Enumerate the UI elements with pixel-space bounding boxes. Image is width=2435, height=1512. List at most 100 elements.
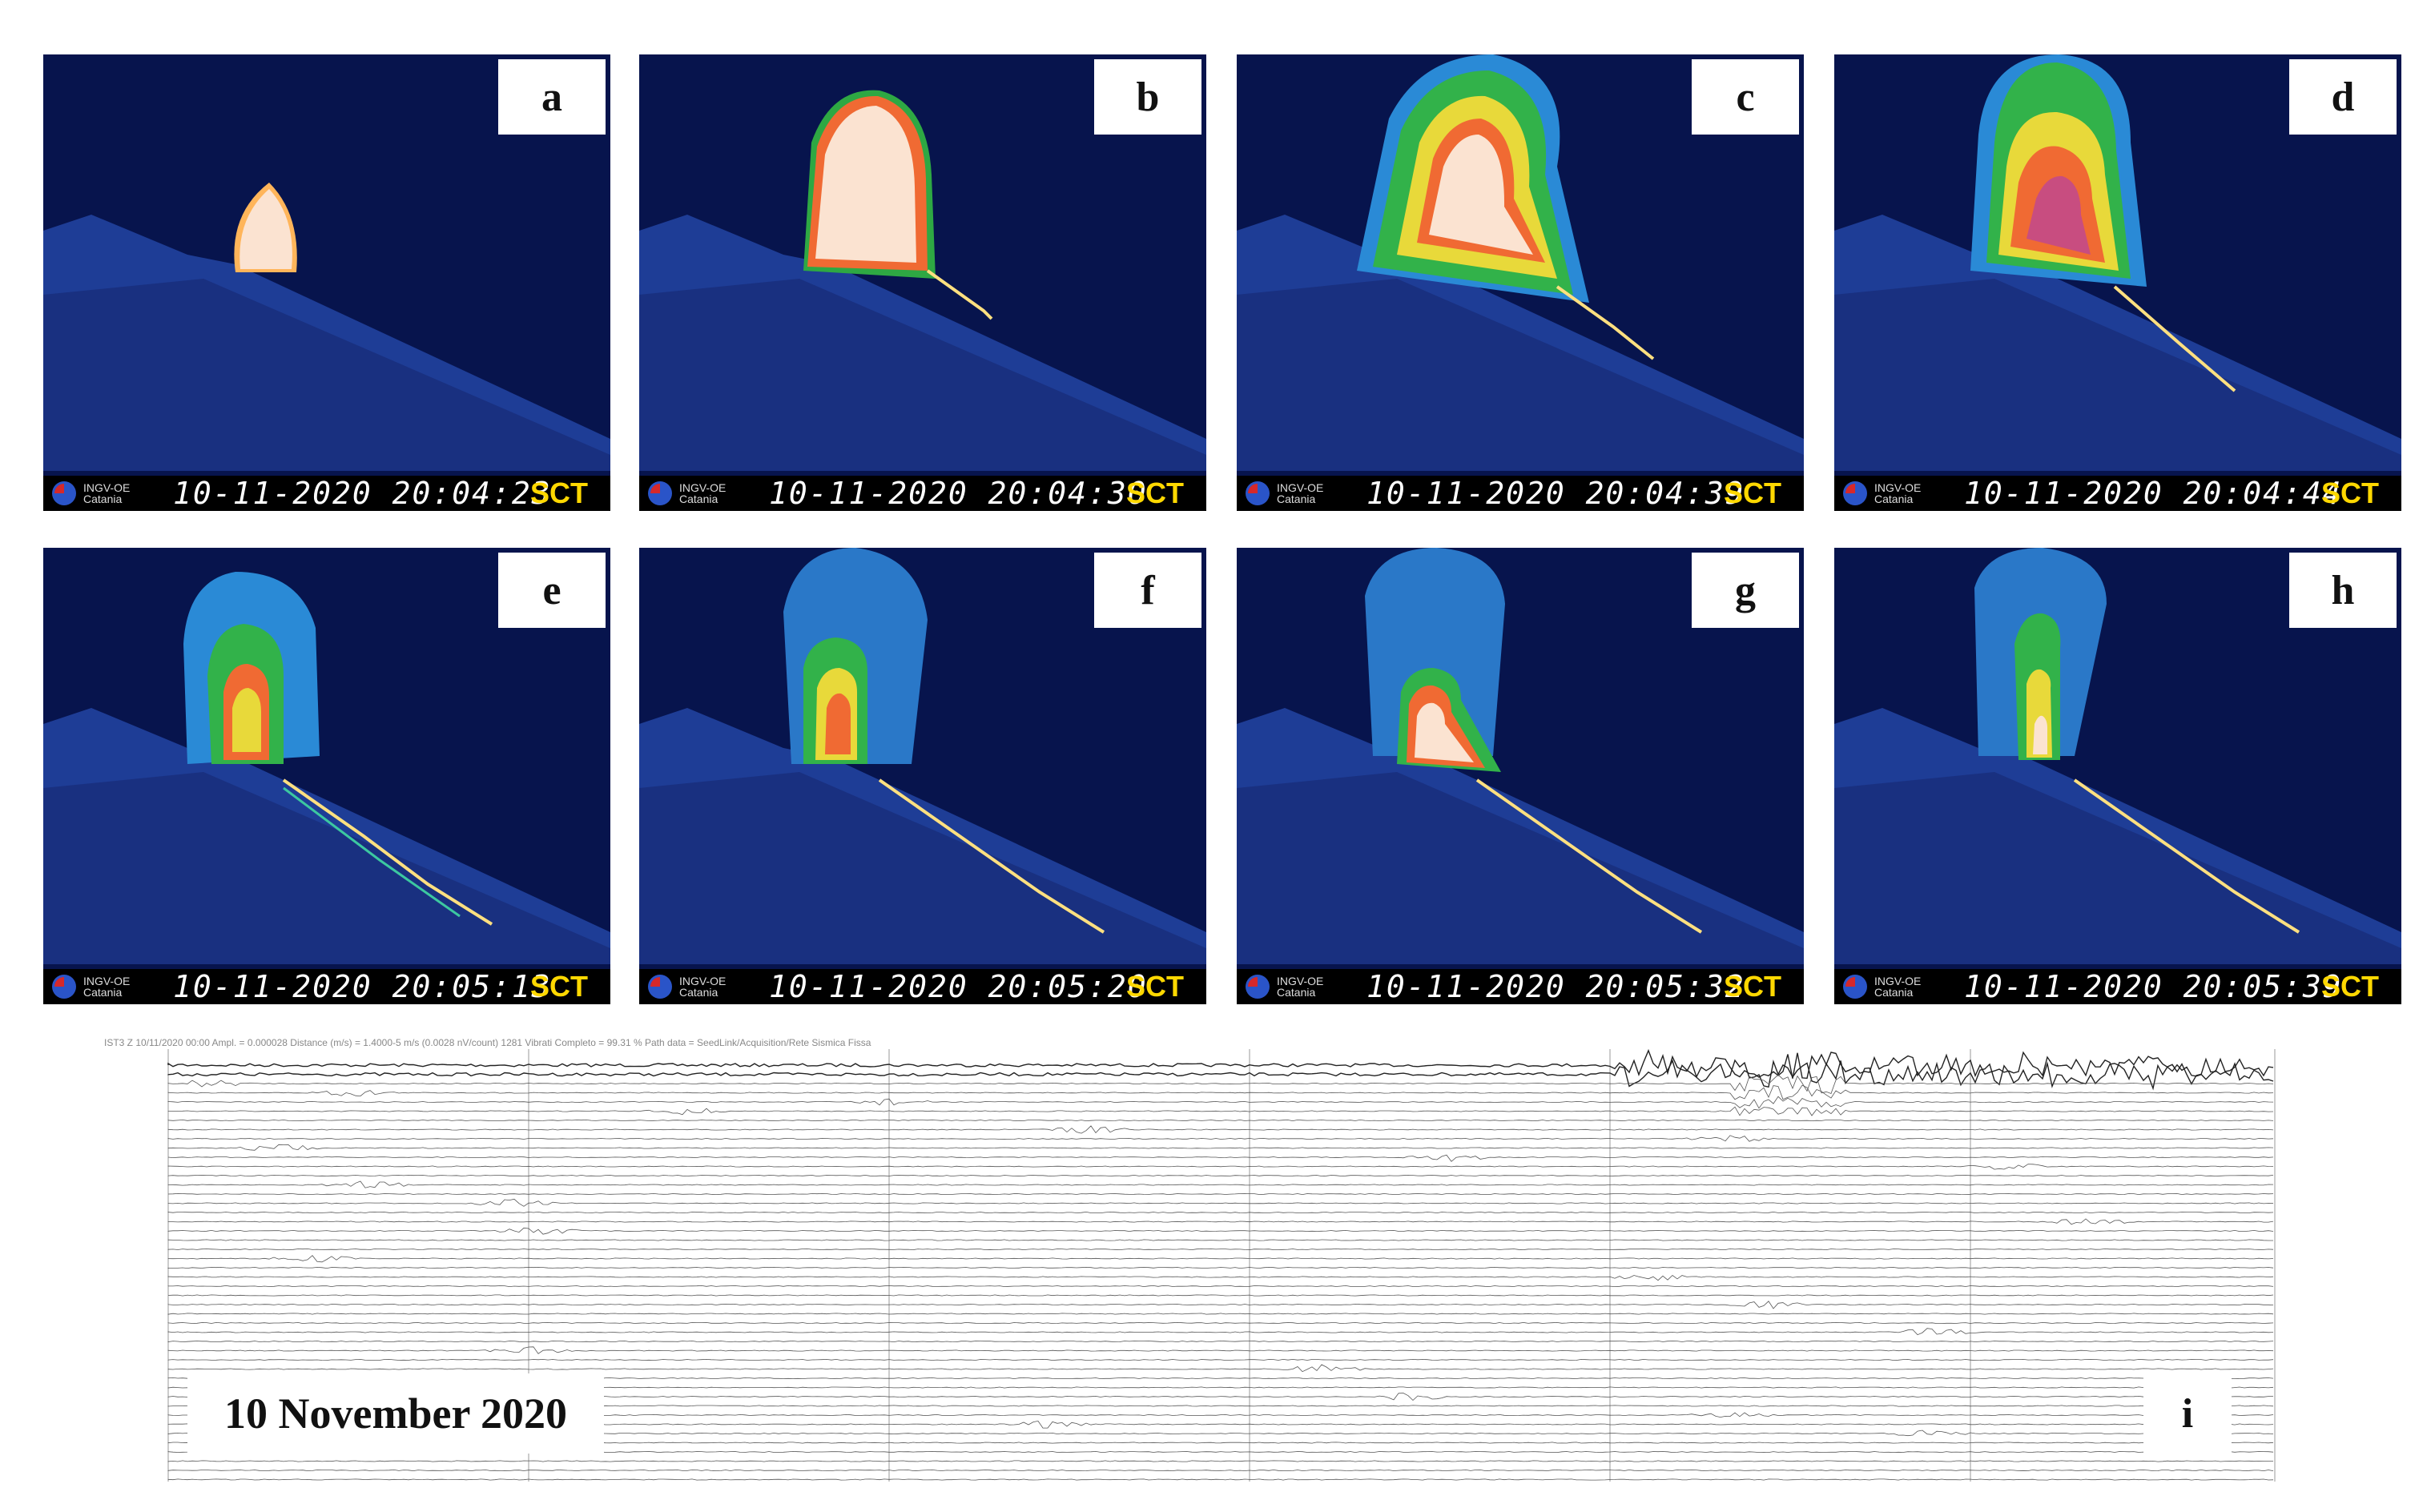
- seismogram-date-label: 10 November 2020: [187, 1373, 604, 1454]
- thermal-frame-c: c INGV-OE Catania 10-11-2020 20:04:39 SCT: [1237, 54, 1804, 511]
- panel-label: a: [498, 59, 606, 135]
- org-name: INGV-OE: [1874, 481, 1922, 494]
- seismic-trace: [167, 1313, 2274, 1315]
- thermal-scene: [1834, 54, 2401, 471]
- seismic-trace: [167, 1096, 2274, 1109]
- seismic-trace: [167, 1192, 2274, 1196]
- thermal-frame-h: h INGV-OE Catania 10-11-2020 20:05:39 SCT: [1834, 548, 2401, 1004]
- camera-code: SCT: [2321, 970, 2379, 1003]
- thermal-scene: [1237, 548, 1804, 964]
- timestamp-bar: INGV-OE Catania 10-11-2020 20:05:20 SCT: [639, 969, 1206, 1004]
- thermal-frame-f: f INGV-OE Catania 10-11-2020 20:05:20 SCT: [639, 548, 1206, 1004]
- timestamp-bar: INGV-OE Catania 10-11-2020 20:04:39 SCT: [1237, 476, 1804, 511]
- panel-label: d: [2289, 59, 2397, 135]
- thermal-scene: [1834, 548, 2401, 964]
- org-city: Catania: [679, 493, 718, 505]
- seismic-trace: [167, 1227, 2274, 1235]
- org-city: Catania: [1277, 986, 1316, 999]
- ingv-logo-icon: [1242, 971, 1274, 1003]
- panel-label: f: [1094, 553, 1201, 628]
- thermal-scene: [43, 572, 610, 964]
- camera-code: SCT: [1724, 970, 1781, 1003]
- frame-timestamp: 10-11-2020 20:05:39: [1964, 969, 2343, 1004]
- seismic-trace: [167, 1294, 2274, 1297]
- frame-timestamp: 10-11-2020 20:04:30: [769, 476, 1148, 511]
- seismic-trace: [167, 1174, 2274, 1177]
- seismic-trace: [167, 1154, 2274, 1162]
- timestamp-bar: INGV-OE Catania 10-11-2020 20:05:13 SCT: [43, 969, 610, 1004]
- seismic-trace: [167, 1266, 2274, 1269]
- ingv-logo-icon: [1839, 477, 1871, 509]
- seismic-trace: [167, 1255, 2274, 1263]
- frame-timestamp: 10-11-2020 20:04:44: [1964, 476, 2343, 511]
- org-name: INGV-OE: [1277, 481, 1324, 494]
- seismic-trace: [167, 1239, 2273, 1241]
- thermal-frame-e: e INGV-OE Catania 10-11-2020 20:05:13 SCT: [43, 548, 610, 1004]
- seismic-trace: [167, 1144, 2274, 1151]
- seismic-trace: [167, 1198, 2274, 1207]
- org-name: INGV-OE: [1874, 975, 1922, 987]
- camera-code: SCT: [530, 970, 588, 1003]
- org-name: INGV-OE: [679, 481, 726, 494]
- org-name: INGV-OE: [679, 975, 726, 987]
- thermal-scene: [639, 90, 1206, 471]
- seismic-trace: [167, 1135, 2274, 1142]
- thermal-scene: [1237, 54, 1804, 471]
- org-city: Catania: [1277, 493, 1316, 505]
- seismic-trace: [167, 1285, 2274, 1288]
- timestamp-bar: INGV-OE Catania 10-11-2020 20:05:39 SCT: [1834, 969, 2401, 1004]
- timestamp-bar: INGV-OE Catania 10-11-2020 20:04:44 SCT: [1834, 476, 2401, 511]
- ingv-logo-icon: [48, 477, 80, 509]
- org-city: Catania: [679, 986, 718, 999]
- seismic-trace: [167, 1059, 2274, 1091]
- frame-timestamp: 10-11-2020 20:05:20: [769, 969, 1148, 1004]
- panel-label: h: [2289, 553, 2397, 628]
- seismic-trace: [167, 1125, 2274, 1134]
- seismic-trace: [167, 1364, 2274, 1373]
- thermal-scene: [43, 183, 610, 471]
- ingv-logo-icon: [644, 477, 676, 509]
- ingv-logo-icon: [644, 971, 676, 1003]
- ingv-logo-icon: [1242, 477, 1274, 509]
- thermal-frame-d: d INGV-OE Catania 10-11-2020 20:04:44 SCT: [1834, 54, 2401, 511]
- timestamp-bar: INGV-OE Catania 10-11-2020 20:05:32 SCT: [1237, 969, 1804, 1004]
- seismic-trace: [167, 1460, 2273, 1462]
- camera-code: SCT: [2321, 477, 2379, 509]
- camera-code: SCT: [1724, 477, 1781, 509]
- org-name: INGV-OE: [83, 975, 131, 987]
- org-city: Catania: [1874, 986, 1914, 999]
- seismic-trace: [167, 1106, 2274, 1116]
- seismic-trace: [167, 1301, 2274, 1309]
- panel-label: c: [1692, 59, 1799, 135]
- ingv-logo-icon: [48, 971, 80, 1003]
- seismic-trace: [167, 1164, 2274, 1170]
- seismic-trace: [167, 1180, 2274, 1188]
- seismic-trace: [167, 1328, 2274, 1336]
- seismic-trace: [167, 1346, 2274, 1354]
- frame-timestamp: 10-11-2020 20:04:39: [1366, 476, 1745, 511]
- thermal-frame-b: b INGV-OE Catania 10-11-2020 20:04:30 SCT: [639, 54, 1206, 511]
- org-name: INGV-OE: [83, 481, 131, 494]
- panel-label: e: [498, 553, 606, 628]
- org-city: Catania: [83, 493, 123, 505]
- thermal-frame-g: g INGV-OE Catania 10-11-2020 20:05:32 SCT: [1237, 548, 1804, 1004]
- org-city: Catania: [1874, 493, 1914, 505]
- seismic-trace: [167, 1218, 2274, 1225]
- panel-label-i: i: [2143, 1373, 2232, 1454]
- timestamp-bar: INGV-OE Catania 10-11-2020 20:04:23 SCT: [43, 476, 610, 511]
- camera-code: SCT: [530, 477, 588, 509]
- org-name: INGV-OE: [1277, 975, 1324, 987]
- camera-code: SCT: [1126, 970, 1184, 1003]
- camera-code: SCT: [1126, 477, 1184, 509]
- frame-timestamp: 10-11-2020 20:04:23: [173, 476, 552, 511]
- timestamp-bar: INGV-OE Catania 10-11-2020 20:04:30 SCT: [639, 476, 1206, 511]
- frame-timestamp: 10-11-2020 20:05:13: [173, 969, 552, 1004]
- seismic-trace: [167, 1048, 2274, 1080]
- thermal-frame-a: a INGV-OE Catania 10-11-2020 20:04:23 SCT: [43, 54, 610, 511]
- panel-label: g: [1692, 553, 1799, 628]
- ingv-logo-icon: [1839, 971, 1871, 1003]
- seismic-trace: [167, 1478, 2274, 1481]
- seismic-trace: [167, 1084, 2274, 1100]
- frame-timestamp: 10-11-2020 20:05:32: [1366, 969, 1745, 1004]
- thermal-scene: [639, 548, 1206, 964]
